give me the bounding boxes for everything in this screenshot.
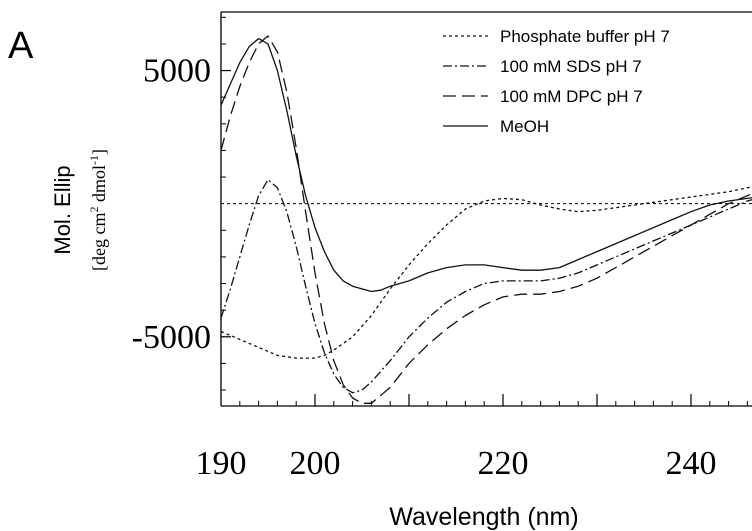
legend-label: MeOH (500, 117, 549, 136)
series-line-2 (220, 179, 752, 394)
series-line-4 (220, 37, 752, 293)
legend-label: 100 mM DPC pH 7 (500, 87, 643, 106)
series-line-1 (220, 186, 752, 359)
legend-label: Phosphate buffer pH 7 (500, 27, 670, 46)
axis-ticks (221, 16, 748, 406)
y-tick-label: 5000 (143, 53, 211, 90)
series-line-3 (220, 35, 752, 404)
x-tick-label: 240 (666, 445, 717, 482)
y-tick-label: -5000 (132, 319, 211, 356)
x-tick-label: 190 (196, 445, 247, 482)
y-axis-title: Mol. Ellip [deg cm2 dmol-1] (50, 149, 109, 271)
x-tick-label: 220 (478, 445, 529, 482)
y-axis-title-line2: [deg cm2 dmol-1] (87, 149, 109, 271)
y-axis-title-line1: Mol. Ellip (50, 165, 75, 254)
x-tick-label: 200 (290, 445, 341, 482)
legend: Phosphate buffer pH 7 100 mM SDS pH 7 100 … (443, 27, 670, 136)
legend-label: 100 mM SDS pH 7 (500, 57, 642, 76)
panel-label: A (8, 25, 34, 67)
axis-tick-labels: 190 200 220 240 5000 -5000 (132, 53, 717, 482)
x-axis-title: Wavelength (nm) (389, 503, 578, 531)
data-series (220, 35, 752, 404)
